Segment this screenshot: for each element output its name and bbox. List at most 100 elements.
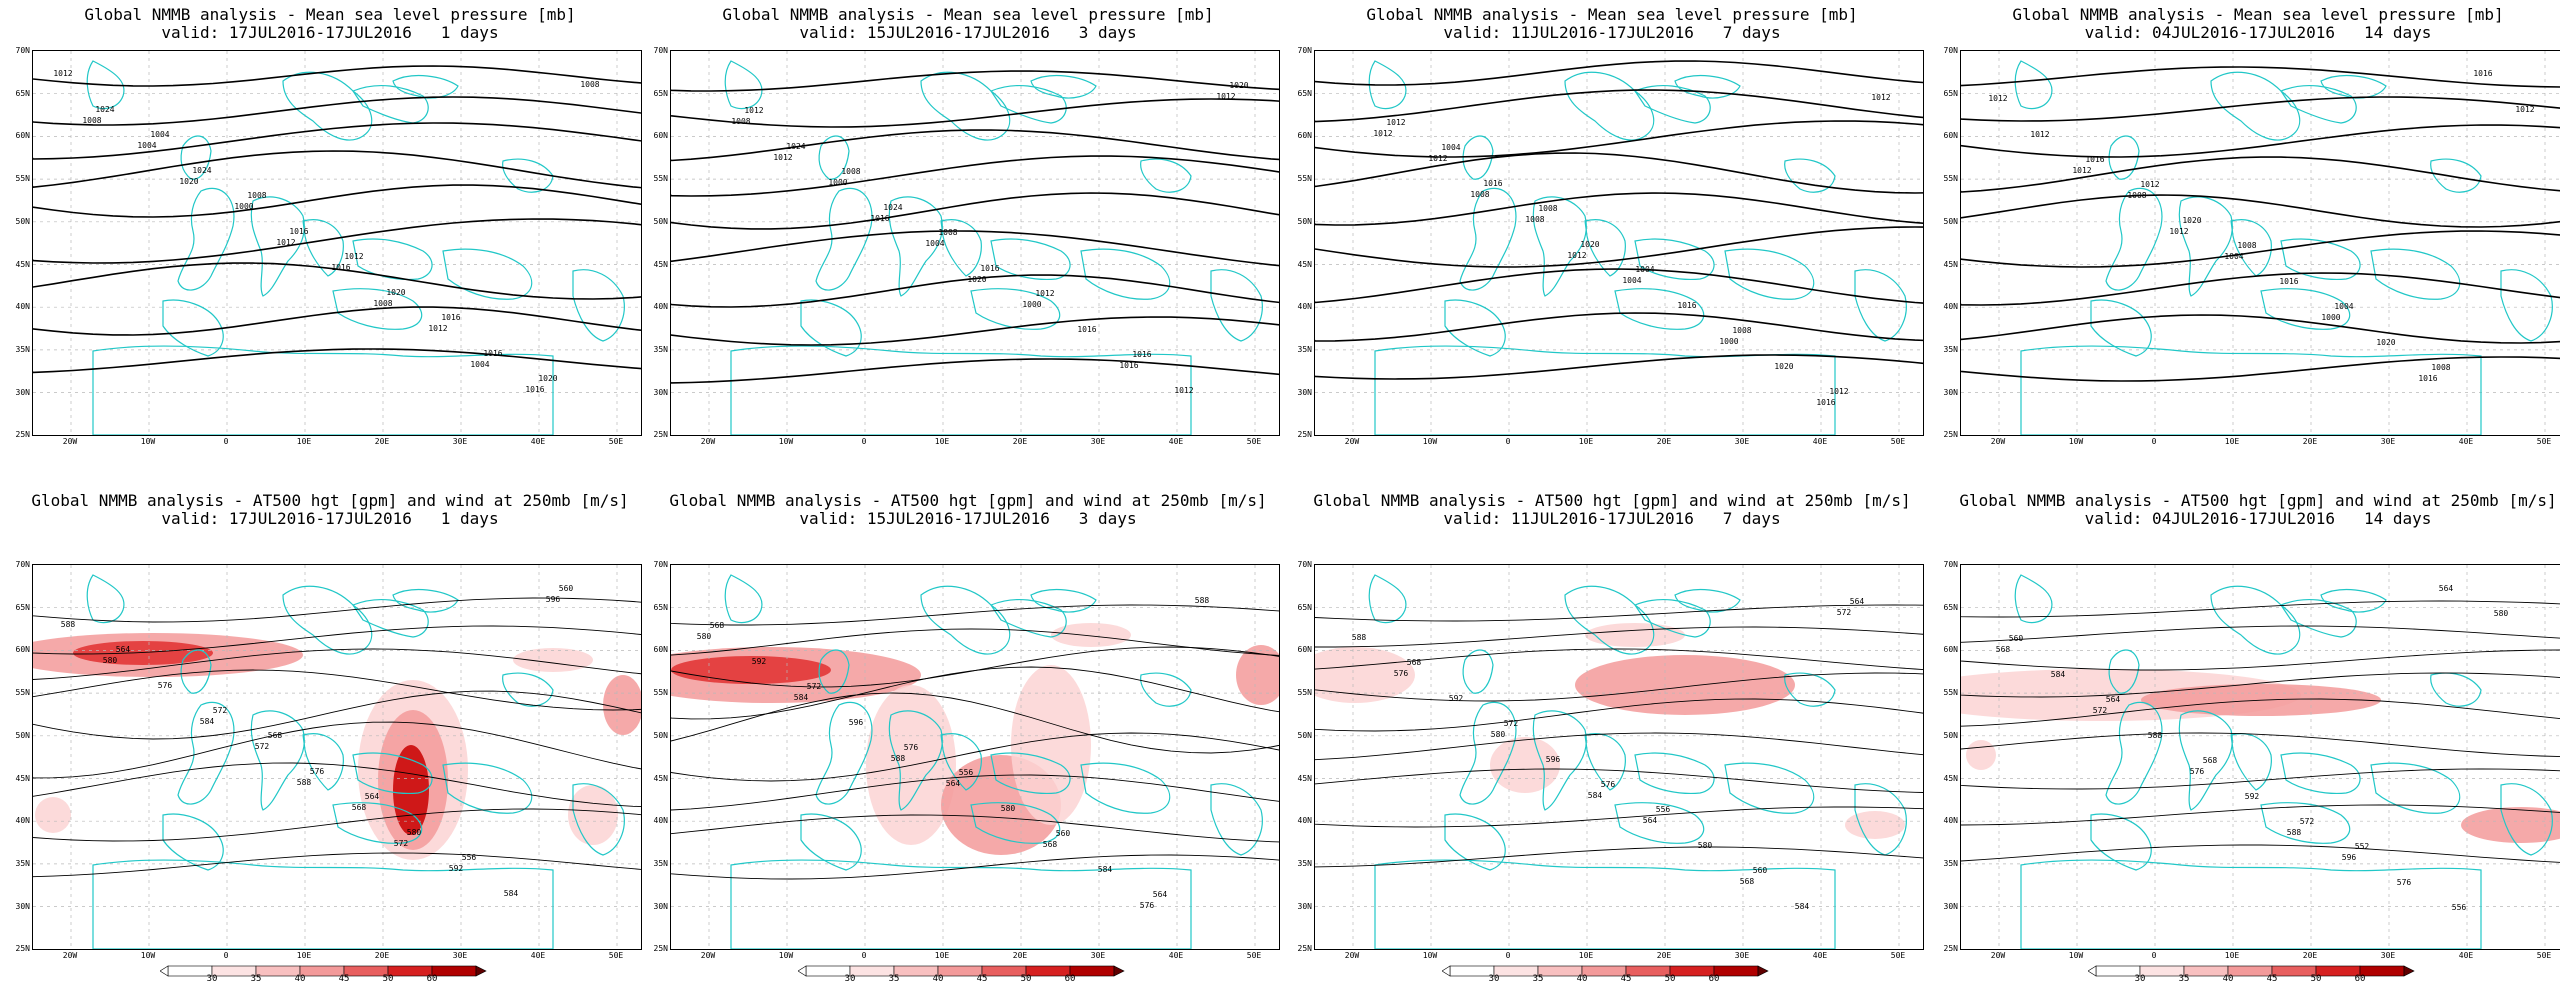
latitude-tick-label: 25N [1943, 430, 1958, 440]
latitude-tick-label: 25N [1297, 430, 1312, 440]
latitude-tick-label: 45N [15, 773, 30, 783]
contour-label: 596 [546, 595, 561, 604]
contour-label: 588 [1195, 596, 1210, 605]
latitude-tick-label: 55N [15, 174, 30, 184]
longitude-tick-label: 40E [1812, 437, 1828, 446]
coastline [250, 196, 305, 297]
isoline [1961, 672, 2560, 698]
coastline [177, 187, 235, 291]
contour-label: 1008 [1538, 204, 1557, 213]
latitude-tick-label: 55N [653, 688, 668, 698]
longitude-tick-label: 0 [1505, 437, 1511, 446]
contour-label: 1020 [1229, 81, 1248, 90]
longitude-tick-label: 0 [861, 437, 867, 446]
map-canvas: 556 560 564 568 572 576 580 584 588 592 596 564 568 5… [671, 565, 1279, 949]
contour-label: 1020 [2182, 216, 2201, 225]
coastline [2370, 248, 2461, 300]
wind-speed-shading [1051, 623, 1131, 647]
latitude-tick-label: 65N [15, 88, 30, 98]
contour-label: 1012 [744, 106, 763, 115]
longitude-tick-label: 40E [1168, 437, 1184, 446]
coastline [1140, 158, 1192, 193]
coastline [1459, 187, 1517, 291]
latitude-tick-label: 40N [1297, 302, 1312, 312]
contour-label: 572 [394, 839, 409, 848]
coastline [970, 802, 1061, 844]
coastline [2105, 701, 2163, 805]
contour-label: 556 [1656, 805, 1671, 814]
wind-speed-shading [1575, 655, 1795, 715]
coastline [920, 585, 1011, 655]
longitude-tick-label: 30E [1734, 437, 1750, 446]
longitude-tick-label: 30E [1734, 951, 1750, 960]
latitude-tick-label: 35N [1943, 858, 1958, 868]
latitude-tick-label: 25N [1943, 944, 1958, 954]
contour-label: 1008 [1470, 190, 1489, 199]
coastline [302, 733, 344, 791]
contour-label: 564 [116, 645, 131, 654]
colorbar-tick-label: 30 [2134, 974, 2146, 984]
map-frame: 1012 1008 1008 1012 1016 1020 1024 1024 1016 1016… [670, 50, 1280, 436]
contour-label: 596 [2342, 853, 2357, 862]
contour-label: 1012 [1174, 386, 1193, 395]
coastline [815, 701, 873, 805]
isoline [671, 604, 1279, 626]
wind-speed-shading [1585, 623, 1685, 647]
latitude-tick-label: 40N [1943, 302, 1958, 312]
coastline [1210, 783, 1263, 856]
colorbar-tick-label: 60 [2354, 974, 2366, 984]
contour-label: 1012 [1988, 94, 2007, 103]
coastline [1674, 75, 1741, 99]
isoline [33, 184, 641, 218]
coastline [920, 71, 1011, 141]
colorbar-tick-label: 60 [1708, 974, 1720, 984]
longitude-tick-label: 20W [1344, 951, 1360, 960]
latitude-tick-label: 65N [1297, 602, 1312, 612]
coastline [1584, 219, 1626, 277]
contour-label: 584 [794, 693, 809, 702]
coastline [2108, 649, 2140, 694]
contour-label: 588 [891, 754, 906, 763]
coastline [2210, 71, 2301, 141]
latitude-tick-label: 50N [15, 730, 30, 740]
contour-label: 1012 [2140, 180, 2159, 189]
contour-label: 568 [1407, 658, 1422, 667]
coastline [1854, 269, 1907, 342]
latitude-tick-label: 25N [653, 944, 668, 954]
coastline [92, 859, 554, 949]
latitude-tick-label: 30N [653, 387, 668, 397]
coastline [1459, 701, 1517, 805]
latitude-tick-label: 25N [15, 430, 30, 440]
contour-label: 588 [297, 778, 312, 787]
longitude-tick-label: 10W [1422, 437, 1438, 446]
longitude-tick-label: 50E [1246, 951, 1262, 960]
contour-label: 576 [2190, 767, 2205, 776]
isoline [1961, 804, 2560, 826]
contour-label: 1008 [841, 167, 860, 176]
longitude-tick-label: 20W [62, 437, 78, 446]
longitude-tick-label: 10W [1422, 951, 1438, 960]
wind-speed-shading [1011, 665, 1091, 825]
contour-label: 1012 [2515, 105, 2534, 114]
contour-label: 576 [1601, 780, 1616, 789]
latitude-tick-label: 50N [653, 216, 668, 226]
latitude-tick-label: 50N [653, 730, 668, 740]
longitude-tick-label: 40E [530, 437, 546, 446]
coastline [1462, 135, 1494, 180]
contour-label: 1012 [428, 324, 447, 333]
contour-label: 1020 [967, 275, 986, 284]
latitude-tick-label: 30N [653, 901, 668, 911]
contour-label: 1016 [870, 214, 889, 223]
contour-label: 588 [2148, 731, 2163, 740]
latitude-tick-label: 35N [653, 344, 668, 354]
longitude-tick-label: 20E [1656, 437, 1672, 446]
colorbar-tick-label: 30 [844, 974, 856, 984]
coastline [92, 345, 554, 435]
contour-label: 1016 [1132, 350, 1151, 359]
isoline [33, 262, 641, 300]
isoline [671, 814, 1279, 843]
latitude-tick-label: 60N [1943, 131, 1958, 141]
isoline [1315, 60, 1923, 86]
longitude-tick-label: 40E [1168, 951, 1184, 960]
isoline [671, 358, 1279, 384]
